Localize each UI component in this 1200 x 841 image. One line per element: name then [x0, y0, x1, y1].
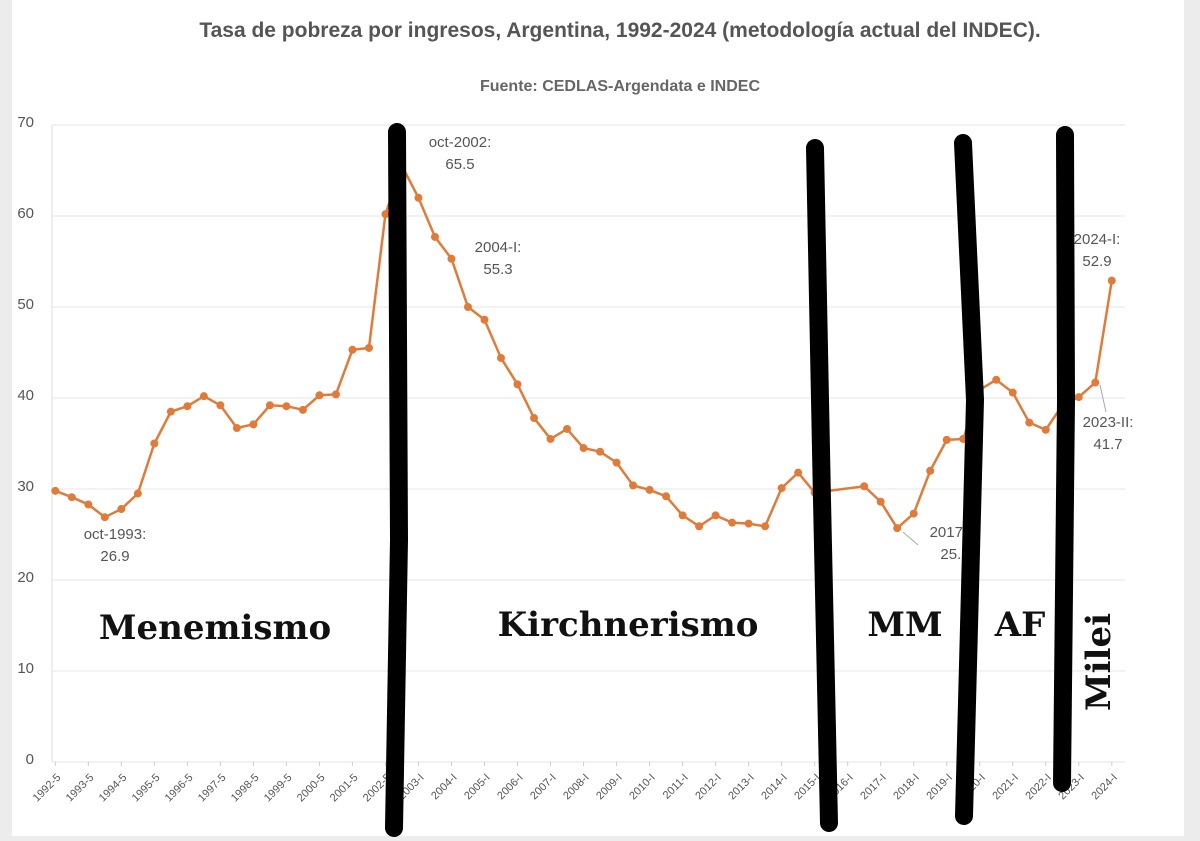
annotation-value: 52.9	[1082, 253, 1111, 270]
point	[414, 193, 423, 202]
point	[133, 489, 142, 498]
annotation-value: 65.5	[445, 156, 474, 173]
era-label: Menemismo	[99, 608, 331, 648]
point	[744, 519, 753, 528]
point	[860, 482, 869, 491]
point	[117, 505, 126, 514]
chart-title: Tasa de pobreza por ingresos, Argentina,…	[199, 19, 1041, 42]
point	[711, 511, 720, 520]
y-tick-label: 30	[17, 478, 34, 495]
point	[183, 402, 192, 411]
point	[728, 518, 737, 527]
point	[463, 303, 472, 311]
chart-background	[12, 0, 1184, 836]
point	[331, 390, 340, 399]
point	[761, 522, 770, 531]
leader-line	[1099, 384, 1107, 413]
point	[232, 424, 241, 433]
point	[645, 485, 654, 494]
point	[249, 420, 258, 429]
eras: Menemismo Kirchnerismo MM AF Milei	[99, 605, 1119, 711]
annotation-label: 2024-I:	[1074, 231, 1121, 248]
era-label: AF	[994, 605, 1046, 645]
point	[1025, 418, 1034, 427]
divider	[806, 139, 838, 832]
annotation-value: 41.7	[1093, 436, 1122, 453]
divider	[1053, 126, 1076, 792]
point	[942, 435, 951, 444]
point	[629, 481, 638, 490]
point	[909, 509, 918, 518]
era-label: MM	[867, 605, 942, 645]
chart-subtitle: Fuente: CEDLAS-Argendata e INDEC	[479, 78, 761, 95]
era-label: Kirchnerismo	[498, 605, 759, 645]
point	[1074, 393, 1083, 402]
era-label: Milei	[1079, 613, 1119, 711]
annotation-label: oct-1993:	[84, 526, 147, 543]
point	[777, 484, 786, 493]
divider	[385, 123, 409, 837]
point	[166, 407, 175, 416]
point	[150, 439, 159, 448]
point	[216, 401, 225, 410]
point	[298, 405, 307, 414]
point	[579, 444, 588, 453]
y-tick-label: 0	[26, 751, 34, 768]
y-tick-label: 20	[17, 569, 34, 586]
y-tick-label: 70	[17, 114, 34, 131]
point	[876, 497, 885, 506]
point	[497, 353, 506, 362]
divider	[954, 134, 985, 825]
point	[1041, 425, 1050, 434]
point	[1008, 388, 1017, 397]
annotation-label: oct-2002:	[429, 134, 492, 151]
y-tick-label: 50	[17, 296, 34, 313]
point	[513, 380, 522, 389]
y-tick-label: 10	[17, 660, 34, 677]
annotation-label: 2023-II:	[1083, 414, 1134, 431]
point	[364, 343, 373, 352]
point	[315, 391, 324, 400]
point	[348, 345, 357, 354]
point	[84, 500, 93, 509]
point	[100, 513, 109, 522]
point	[67, 493, 76, 502]
point	[992, 375, 1001, 384]
point	[282, 402, 291, 411]
point	[695, 522, 704, 531]
point	[447, 254, 456, 263]
point	[430, 232, 439, 241]
point	[530, 414, 539, 423]
annotation-label: 2004-I:	[475, 239, 522, 256]
point	[893, 524, 902, 533]
point	[678, 511, 687, 520]
point	[563, 424, 572, 433]
leader-line	[902, 531, 919, 546]
point	[612, 458, 621, 467]
point	[1091, 378, 1100, 387]
point	[51, 486, 60, 495]
point	[265, 401, 274, 410]
point	[794, 468, 803, 477]
point	[199, 392, 208, 401]
point	[662, 492, 671, 501]
point	[926, 466, 935, 475]
point	[381, 210, 390, 219]
point	[480, 315, 489, 324]
point	[596, 447, 605, 456]
y-tick-label: 60	[17, 205, 34, 222]
point	[1107, 276, 1116, 285]
y-tick-label: 40	[17, 387, 34, 404]
marker-strokes	[385, 123, 1076, 837]
annotation-value: 55.3	[483, 261, 512, 278]
annotation-value: 26.9	[100, 548, 129, 565]
point	[546, 434, 555, 443]
